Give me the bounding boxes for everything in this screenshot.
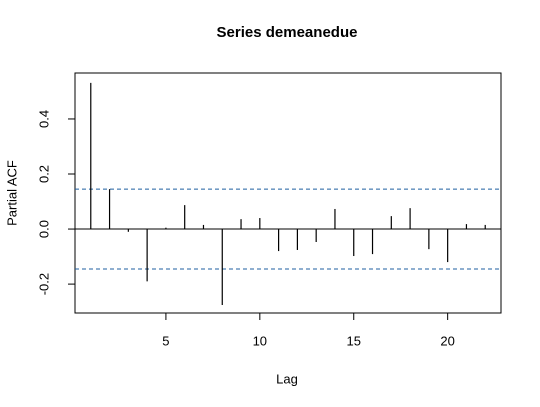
y-tick-label: -0.2 — [36, 273, 51, 295]
x-axis-label: Lag — [276, 371, 298, 386]
x-tick-label: 15 — [347, 333, 361, 348]
chart-title: Series demeanedue — [217, 24, 358, 41]
x-tick-label: 20 — [440, 333, 454, 348]
x-tick-label: 5 — [162, 333, 169, 348]
y-tick-label: 0.0 — [36, 220, 51, 238]
x-tick-label: 10 — [253, 333, 267, 348]
y-tick-label: 0.4 — [36, 110, 51, 128]
plot-frame — [74, 72, 502, 314]
y-tick-label: 0.2 — [36, 165, 51, 183]
y-axis-label: Partial ACF — [4, 160, 19, 226]
